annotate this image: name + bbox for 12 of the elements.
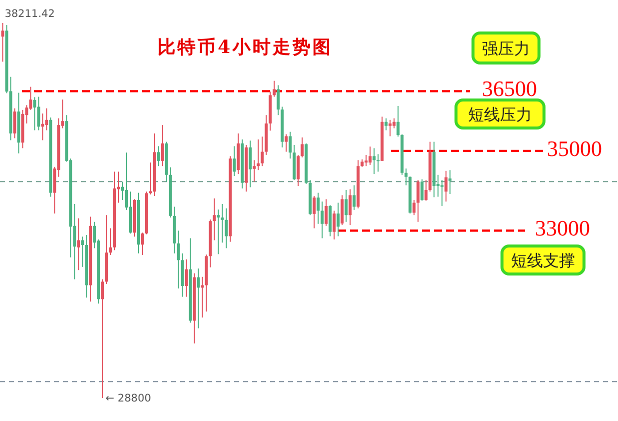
ref-line: 35000 [391,136,602,161]
text: 38211.42 [4,8,55,20]
callout: 强压力 [472,32,540,64]
text: 比特币4小时走势图 [158,37,332,58]
ref-line: 36500 [22,76,537,102]
ref-line-label: 35000 [547,136,602,161]
annotation: ← 28800 [106,392,152,404]
callout: 短线压力 [454,98,546,130]
callout: 短线支撑 [500,244,586,276]
ref-line-label: 36500 [482,76,537,102]
ref-line: 33000 [338,216,590,241]
ref-line-label: 33000 [535,216,590,241]
